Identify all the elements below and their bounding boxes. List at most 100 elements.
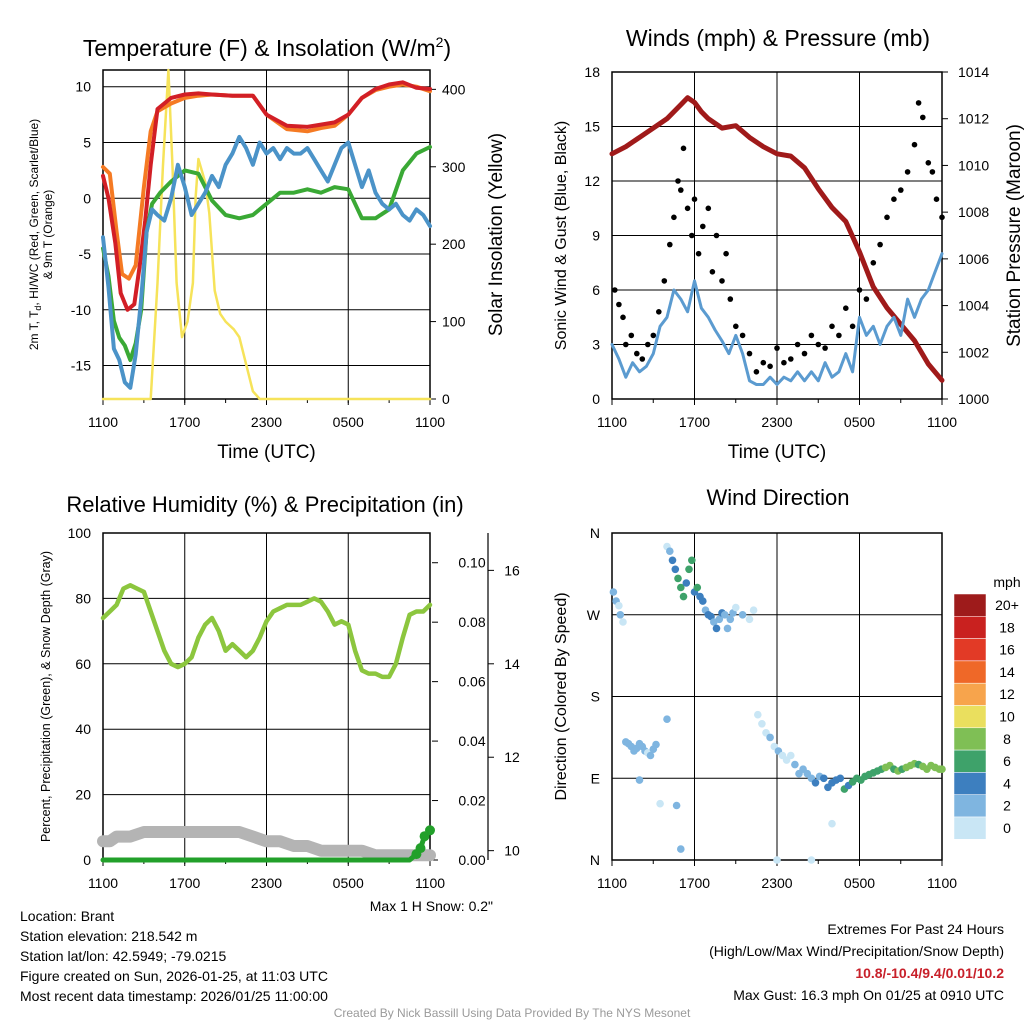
y-axis-label: Percent, Precipitation (Green), & Snow D…: [39, 551, 53, 842]
gust-point: [794, 341, 801, 348]
direction-point: [693, 583, 702, 592]
gust-point: [691, 196, 698, 202]
gust-point: [746, 350, 753, 357]
legend-swatch: [953, 749, 987, 773]
y2-tick-label: 1004: [958, 298, 989, 314]
legend-label: 6: [1003, 753, 1011, 769]
y-tick-label: -15: [71, 358, 91, 374]
y-tick-label: 100: [68, 525, 92, 541]
y-tick-label: E: [591, 770, 600, 786]
gust-point: [843, 305, 849, 312]
gust-point: [645, 341, 651, 348]
direction-point: [668, 556, 677, 565]
gust-point: [727, 296, 734, 302]
y2-tick-label: 0.06: [458, 674, 485, 690]
gust-point: [680, 145, 687, 152]
gust-point: [915, 100, 922, 106]
title-sup: 2: [436, 34, 444, 50]
x-tick-label: 0500: [844, 414, 875, 430]
gust-point: [877, 241, 883, 248]
rh-line: [100, 583, 433, 680]
y-tick-label: 9: [592, 228, 600, 244]
direction-point: [699, 597, 707, 605]
series-line-temp_red: [101, 80, 432, 312]
direction-point: [677, 845, 685, 853]
series-line-insolation_yellow: [101, 68, 432, 401]
gust-point: [933, 196, 940, 202]
x-tick-label: 1700: [679, 875, 710, 891]
legend-label: 2: [1003, 798, 1011, 814]
gust-point: [705, 205, 712, 212]
legend-swatch: [953, 772, 987, 795]
chart-title: Winds (mph) & Pressure (mb): [626, 25, 930, 51]
gust-point: [628, 332, 635, 339]
x-tick-label: 1700: [169, 875, 200, 891]
gust-point: [634, 350, 640, 357]
y2-tick-label: 0.10: [458, 555, 485, 571]
gust-point: [616, 301, 622, 308]
y2-tick-label: 0.04: [458, 733, 485, 749]
gust-point: [767, 363, 773, 370]
wind-line: [610, 252, 944, 386]
gust-point: [870, 260, 877, 266]
x-tick-label: 1100: [597, 414, 627, 430]
direction-point: [836, 774, 845, 783]
y-label-sub: d: [33, 306, 43, 311]
direction-point: [820, 774, 828, 783]
y2-tick-label: 1002: [958, 344, 989, 360]
direction-point: [619, 618, 627, 626]
y3-tick-label: 10: [504, 843, 520, 859]
y-tick-label: 20: [75, 787, 91, 803]
gust-point: [695, 250, 702, 257]
y-tick-label: 6: [592, 282, 600, 298]
y2-tick-label: 0: [442, 391, 450, 407]
gust-point: [808, 332, 815, 339]
direction-point: [616, 611, 625, 619]
x-tick-label: 1100: [927, 875, 957, 891]
x-tick-label: 1100: [88, 875, 118, 891]
direction-point: [663, 715, 671, 723]
gust-point: [684, 205, 691, 212]
chart-title: Relative Humidity (%) & Precipitation (i…: [66, 492, 463, 517]
y-tick-label: N: [590, 525, 600, 541]
y2-tick-label: 400: [442, 81, 466, 97]
legend-swatch: [953, 816, 987, 840]
legend-label: 8: [1003, 731, 1011, 747]
direction-point: [745, 615, 754, 624]
extremes-panel: Extremes For Past 24 Hours (High/Low/Max…: [709, 918, 1004, 1006]
y-label-part: , HI/WC (Red, Green, Scarlet/Blue): [27, 119, 41, 306]
y-tick-label: 10: [75, 79, 91, 95]
precip-point: [425, 825, 435, 836]
x-tick-label: 1100: [415, 875, 445, 891]
max-gust-text: Max Gust: 16.3 mph On 01/25 at 0910 UTC: [733, 987, 1004, 1003]
x-tick-label: 1700: [679, 414, 710, 430]
gust-point: [849, 323, 856, 330]
title-main: Temperature (F) & Insolation (W/m: [83, 35, 436, 61]
gust-point: [760, 359, 767, 366]
gust-point: [891, 196, 897, 202]
y2-tick-label: 1006: [958, 251, 989, 267]
gust-point: [898, 187, 904, 193]
y2-tick-label: 0.08: [458, 614, 485, 630]
y-axis-label: 2m T, Td, HI/WC (Red, Green, Scarlet/Blu…: [27, 119, 55, 350]
legend-label: 16: [999, 642, 1015, 658]
gust-point: [822, 345, 828, 351]
direction-point: [787, 751, 795, 760]
y-tick-label: 3: [592, 337, 600, 353]
extremes-values: 10.8/-10.4/9.4/0.01/10.2: [855, 965, 1004, 981]
y-tick-label: 18: [584, 64, 600, 80]
legend-swatch: [953, 794, 987, 818]
direction-point: [754, 710, 762, 719]
gust-point: [774, 345, 780, 351]
legend-label: 10: [999, 709, 1015, 725]
direction-point: [615, 601, 623, 610]
legend-label: 20+: [995, 597, 1019, 613]
y-tick-label: 5: [83, 134, 91, 150]
y-tick-label: 0: [83, 190, 91, 206]
direction-point: [682, 579, 691, 587]
y2-tick-label: 100: [442, 314, 466, 330]
y-label-part: 2m T, T: [27, 310, 41, 350]
direction-point: [672, 801, 681, 810]
gust-point: [733, 323, 739, 330]
